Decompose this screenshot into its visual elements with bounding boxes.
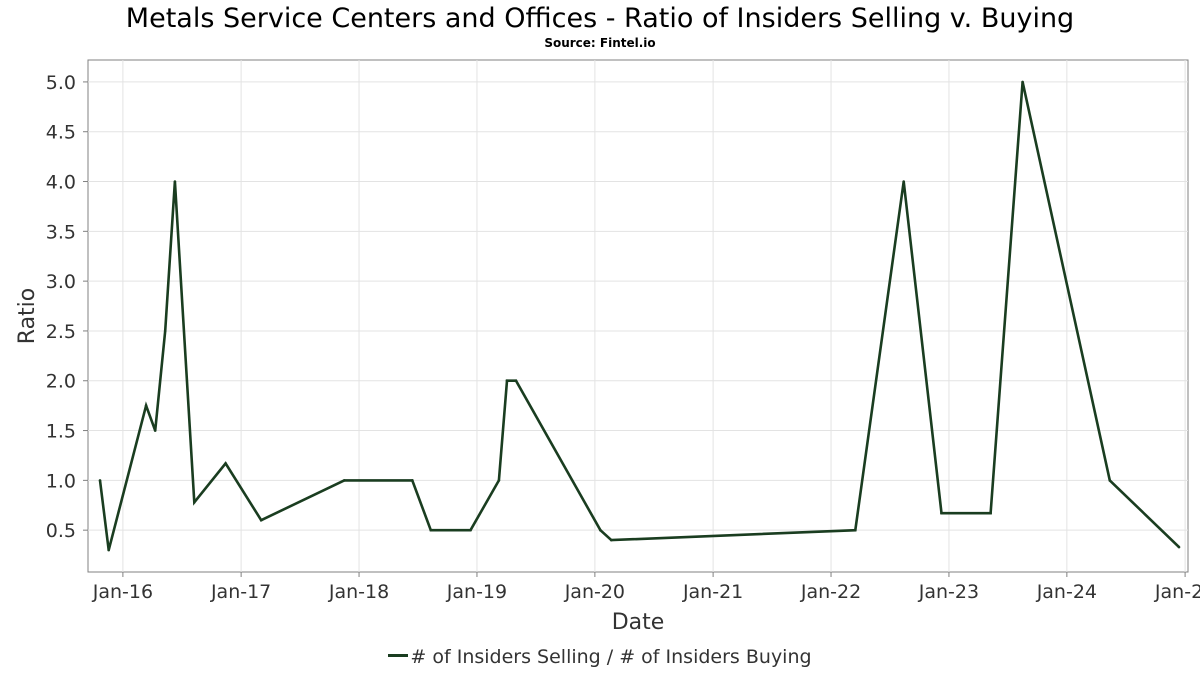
data-point (173, 180, 177, 183)
y-tick-label: 3.0 (46, 271, 76, 293)
y-tick-label: 1.0 (46, 470, 76, 492)
x-tick-label: Jan-17 (210, 581, 271, 603)
data-point (902, 180, 905, 183)
x-tick-label: Jan-20 (564, 581, 625, 603)
data-point (1021, 80, 1024, 84)
y-tick-label: 3.5 (46, 221, 76, 243)
data-point (989, 511, 992, 515)
data-point (224, 462, 227, 465)
chart-title: Metals Service Centers and Offices - Rat… (125, 3, 1075, 34)
data-point (144, 404, 148, 407)
series-group (98, 80, 1181, 552)
x-axis-title: Date (612, 610, 665, 635)
y-axis-title: Ratio (15, 288, 40, 344)
y-tick-label: 4.0 (46, 172, 76, 194)
y-tick-label: 4.5 (46, 122, 76, 144)
data-point (429, 528, 433, 532)
data-point (610, 538, 613, 542)
x-tick-label: Jan-18 (328, 581, 389, 603)
data-point (854, 528, 857, 532)
data-point (514, 379, 518, 383)
data-point (469, 528, 472, 532)
y-tick-label: 0.5 (46, 520, 76, 542)
data-point (1108, 479, 1112, 482)
data-point (107, 548, 110, 552)
legend: # of Insiders Selling / # of Insiders Bu… (0, 646, 1200, 668)
grid-lines (88, 60, 1188, 572)
x-tick-label: Jan-25 (1154, 581, 1200, 603)
x-tick-label: Jan-21 (682, 581, 743, 603)
data-point (411, 479, 414, 482)
x-tick-label: Jan-22 (800, 581, 861, 603)
y-tick-label: 2.5 (46, 321, 76, 343)
data-point (497, 479, 501, 482)
data-point (599, 528, 602, 532)
plot-area (87, 59, 1189, 573)
data-point (259, 518, 263, 522)
data-point (98, 479, 102, 482)
y-axis-ticks: 0.5 1.0 1.5 2.0 2.5 3.0 3.5 4.0 4.5 5.0 (46, 72, 88, 542)
y-tick-label: 1.5 (46, 421, 76, 443)
legend-label: # of Insiders Selling / # of Insiders Bu… (410, 646, 812, 668)
y-tick-label: 2.0 (46, 371, 76, 393)
data-point (193, 501, 196, 504)
x-tick-label: Jan-24 (1036, 581, 1097, 603)
x-tick-label: Jan-23 (918, 581, 979, 603)
chart-subtitle: Source: Fintel.io (544, 36, 656, 50)
legend-line-swatch (388, 654, 409, 657)
data-point (153, 429, 157, 432)
data-point (940, 511, 943, 515)
x-tick-label: Jan-16 (92, 581, 153, 603)
data-point (1177, 545, 1181, 549)
y-tick-label: 5.0 (46, 72, 76, 94)
data-point (505, 379, 509, 383)
data-point (342, 479, 346, 482)
x-axis-ticks: Jan-16 Jan-17 Jan-18 Jan-19 Jan-20 Jan-21 Jan-… (92, 572, 1200, 603)
data-point (163, 329, 167, 333)
x-tick-label: Jan-19 (446, 581, 507, 603)
